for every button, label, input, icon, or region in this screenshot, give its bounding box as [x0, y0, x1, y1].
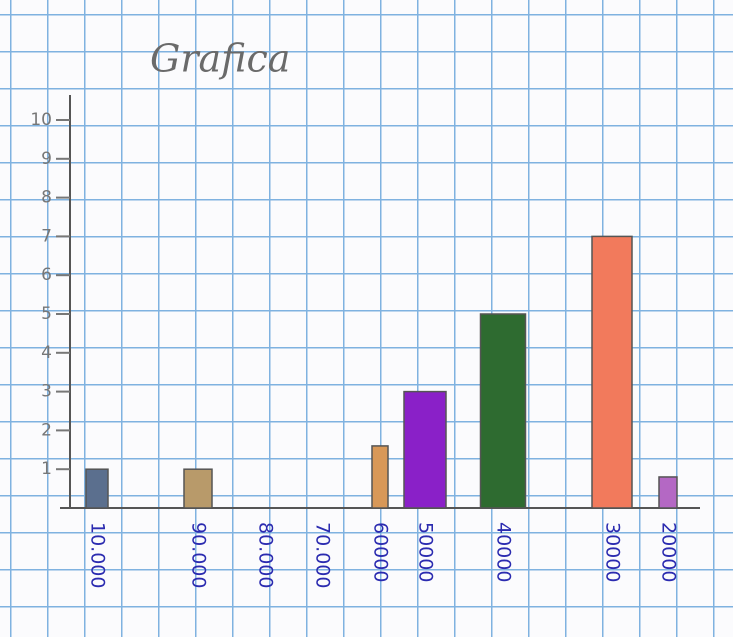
x-tick-label: 50000 [415, 522, 437, 582]
y-tick-label: 6 [41, 265, 52, 285]
y-tick-label: 8 [41, 188, 52, 208]
y-tick-label: 10 [30, 110, 52, 130]
bar [371, 445, 389, 509]
x-tick-label: 60000 [370, 522, 392, 582]
bar [403, 390, 447, 509]
x-tick-label: 10.000 [87, 522, 109, 588]
bar [183, 468, 213, 509]
x-tick-label: 40000 [493, 522, 515, 582]
bar [658, 476, 678, 509]
x-tick-label: 90.000 [188, 522, 210, 588]
bar [479, 313, 527, 509]
y-tick-label: 7 [41, 226, 52, 246]
y-tick-label: 5 [41, 304, 52, 324]
y-tick-label: 3 [41, 382, 52, 402]
x-tick-label: 20000 [658, 522, 680, 582]
bar [591, 235, 633, 509]
y-tick-label: 1 [41, 459, 52, 479]
y-tick-label: 2 [41, 420, 52, 440]
chart-title: Grafica [150, 37, 290, 81]
y-tick-label: 9 [41, 149, 52, 169]
y-tick-label: 4 [41, 343, 52, 363]
x-tick-label: 30000 [602, 522, 624, 582]
x-tick-label: 70.000 [312, 522, 334, 588]
bar [85, 468, 109, 509]
x-tick-label: 80.000 [255, 522, 277, 588]
